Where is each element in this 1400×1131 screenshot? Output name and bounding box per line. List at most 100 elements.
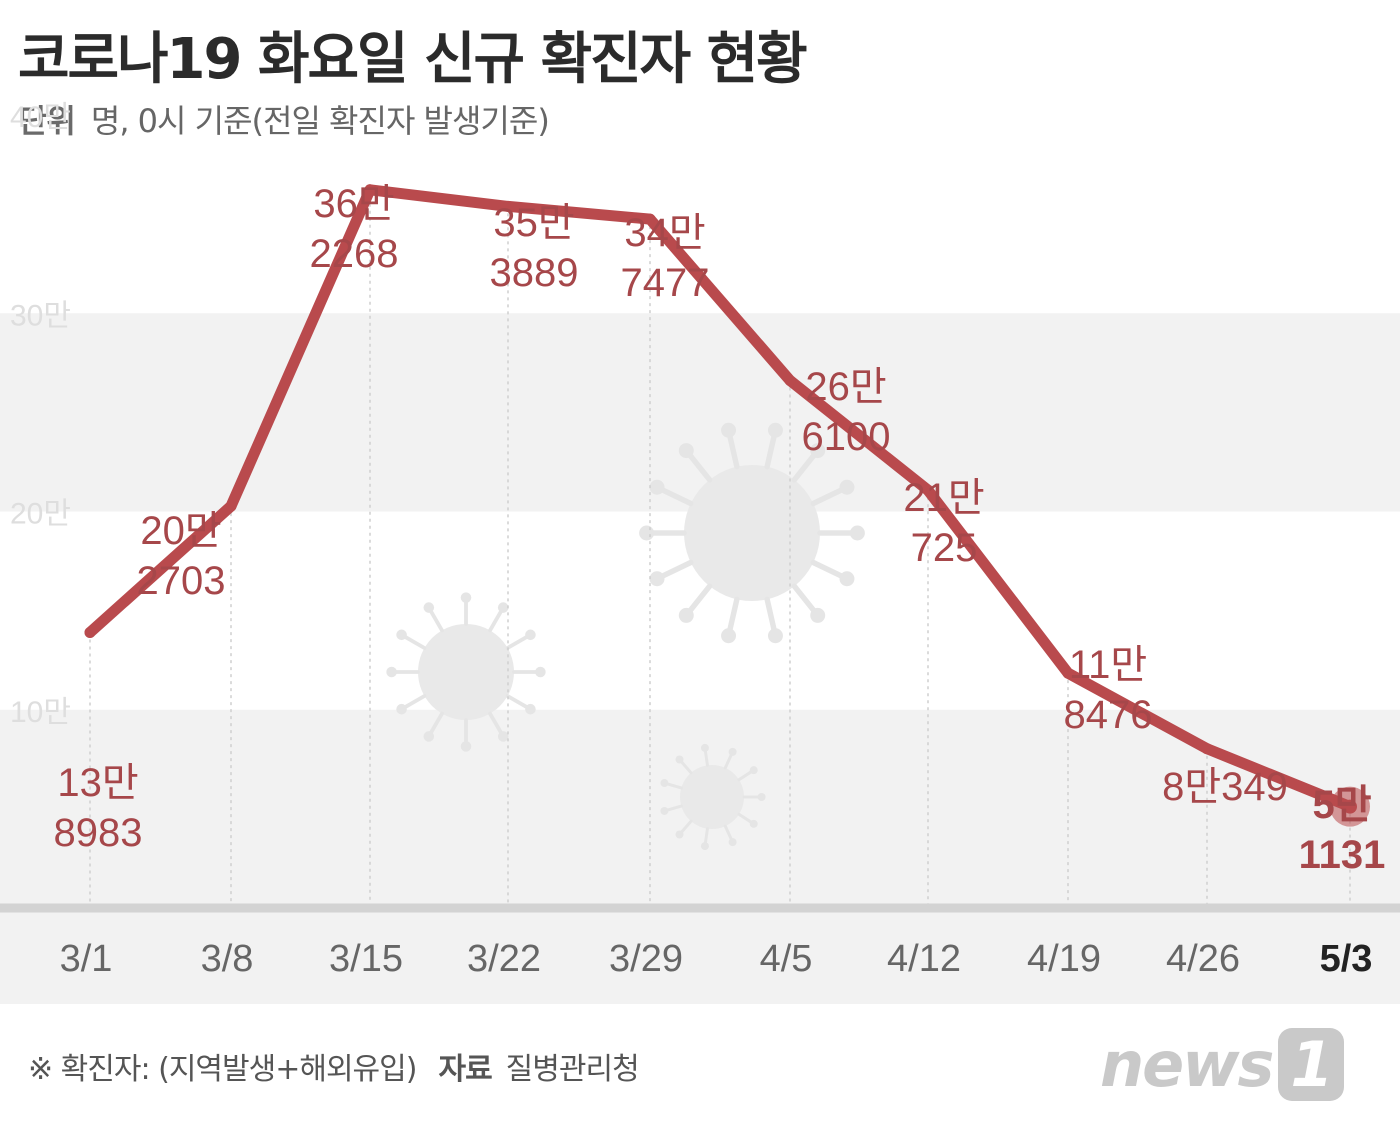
virus-spike-tip (700, 842, 709, 851)
x-tick-label: 5/3 (1320, 938, 1373, 980)
virus-spike-tip (423, 602, 435, 613)
data-label-line: 36만 (313, 182, 394, 226)
x-tick-label: 3/8 (201, 938, 254, 980)
unit-note: 단위 명, 0시 기준(전일 확진자 발생기준) (18, 96, 550, 142)
virus-spike-tip (396, 629, 407, 641)
brand-mark: 1 (1278, 1028, 1344, 1101)
virus-body (680, 765, 744, 829)
data-point (1201, 743, 1213, 755)
virus-spike-tip (460, 741, 472, 752)
page-title: 코로나19 화요일 신규 확진자 현황 (18, 27, 808, 92)
brand-text: news (1100, 1028, 1274, 1101)
data-label-line: 2703 (137, 559, 226, 603)
x-tick-label: 3/1 (60, 938, 113, 980)
axis-band (0, 904, 1400, 1004)
y-tick-label: 30만 (10, 299, 71, 332)
virus-spike-tip (810, 607, 826, 623)
data-label-line: 725 (911, 526, 978, 570)
x-tick-label: 3/22 (467, 938, 541, 980)
unit-text: 명, 0시 기준(전일 확진자 발생기준) (90, 102, 550, 140)
data-label-line: 21만 (903, 476, 984, 520)
virus-body (418, 624, 514, 720)
data-label: 5만 1131 (1299, 783, 1386, 877)
virus-spike-tip (525, 703, 536, 715)
virus-spike-tip (749, 766, 758, 775)
y-axis: 10만 20만 30만 40만 (10, 101, 71, 729)
source-label: 자료 (438, 1052, 492, 1087)
virus-body (684, 465, 820, 601)
virus-spike-tip (839, 479, 855, 495)
data-label-line: 1131 (1299, 833, 1386, 877)
virus-spike-tip (849, 525, 865, 541)
virus-spike-tip (639, 525, 655, 541)
x-tick-label: 4/12 (887, 938, 961, 980)
virus-spike-tip (423, 731, 435, 742)
virus-spike-tip (460, 592, 472, 603)
virus-spike-tip (535, 666, 546, 678)
virus-spike-tip (497, 731, 509, 742)
data-label: 8만349 (1162, 765, 1288, 809)
series-line (84, 184, 1356, 813)
data-label-line: 7477 (621, 261, 710, 305)
virus-decoration (386, 422, 865, 851)
highlight-point (1343, 799, 1357, 814)
data-label-line: 26만 (805, 365, 886, 409)
data-label: 20만 2703 (137, 509, 226, 603)
line-chart: 10만 20만 30만 40만 13만 8983 20만 2703 36만 2268 35만 388… (0, 101, 1400, 1004)
data-label-line: 35만 (493, 201, 574, 245)
virus-spike-tip (728, 838, 737, 847)
virus-spike-tip (497, 602, 509, 613)
virus-spike-tip (660, 806, 669, 815)
data-label-line: 13만 (57, 761, 138, 805)
virus-spike-tip (678, 607, 694, 623)
data-label: 35만 3889 (490, 201, 579, 295)
virus-spike-tip (721, 422, 737, 438)
x-tick-label: 4/19 (1027, 938, 1101, 980)
data-point (502, 200, 514, 212)
data-point (364, 184, 376, 196)
virus-spike-tip (700, 743, 709, 752)
data-label: 26만 6100 (802, 365, 891, 459)
data-point (784, 374, 796, 386)
data-point (1062, 667, 1074, 679)
news1-logo: news 1 (1100, 1028, 1344, 1101)
x-axis: 3/1 3/8 3/15 3/22 3/29 4/5 4/12 4/19 4/26 5/3 (60, 938, 1373, 980)
data-label-line: 34만 (624, 211, 705, 255)
x-tick-label: 4/5 (760, 938, 813, 980)
chart-bands (0, 313, 1400, 1004)
virus-spike-tip (386, 666, 397, 678)
data-label: 13만 8983 (54, 761, 143, 855)
grid-band (0, 313, 1400, 512)
virus-spike-tip (767, 422, 783, 438)
virus-spike-tip (757, 793, 766, 801)
virus-spike-tip (839, 571, 855, 587)
y-tick-label: 10만 (10, 696, 71, 729)
data-label: 34만 7477 (621, 211, 710, 305)
data-label-line: 8476 (1064, 693, 1153, 737)
data-label-line: 8만349 (1162, 765, 1288, 809)
footnote-text: ※ 확진자: (지역발생+해외유입) (28, 1052, 417, 1087)
virus-spike-tip (728, 747, 737, 756)
virus-spike-tip (649, 571, 665, 587)
data-label-line: 3889 (490, 251, 579, 295)
y-tick-label: 20만 (10, 498, 71, 531)
virus-spike-tip (675, 830, 684, 839)
virus-spike-tip (810, 443, 826, 459)
virus-spike-tip (721, 628, 737, 644)
data-label-line: 5만 (1312, 783, 1371, 827)
data-label-line: 11만 (1069, 643, 1147, 687)
data-label-line: 8983 (54, 811, 143, 855)
data-point (922, 484, 934, 496)
footer-note: ※ 확진자: (지역발생+해외유입) 자료 질병관리청 (28, 1044, 640, 1088)
virus-spike-tip (649, 479, 665, 495)
y-tick-label: 40만 (10, 101, 71, 134)
series-line-group (84, 184, 1370, 827)
virus-spike-tip (767, 628, 783, 644)
x-tick-label: 4/26 (1166, 938, 1240, 980)
x-tick-label: 3/29 (609, 938, 683, 980)
data-label-line: 20만 (140, 509, 221, 553)
data-point (84, 626, 96, 638)
data-label-line: 6100 (802, 415, 891, 459)
data-point (644, 213, 656, 225)
